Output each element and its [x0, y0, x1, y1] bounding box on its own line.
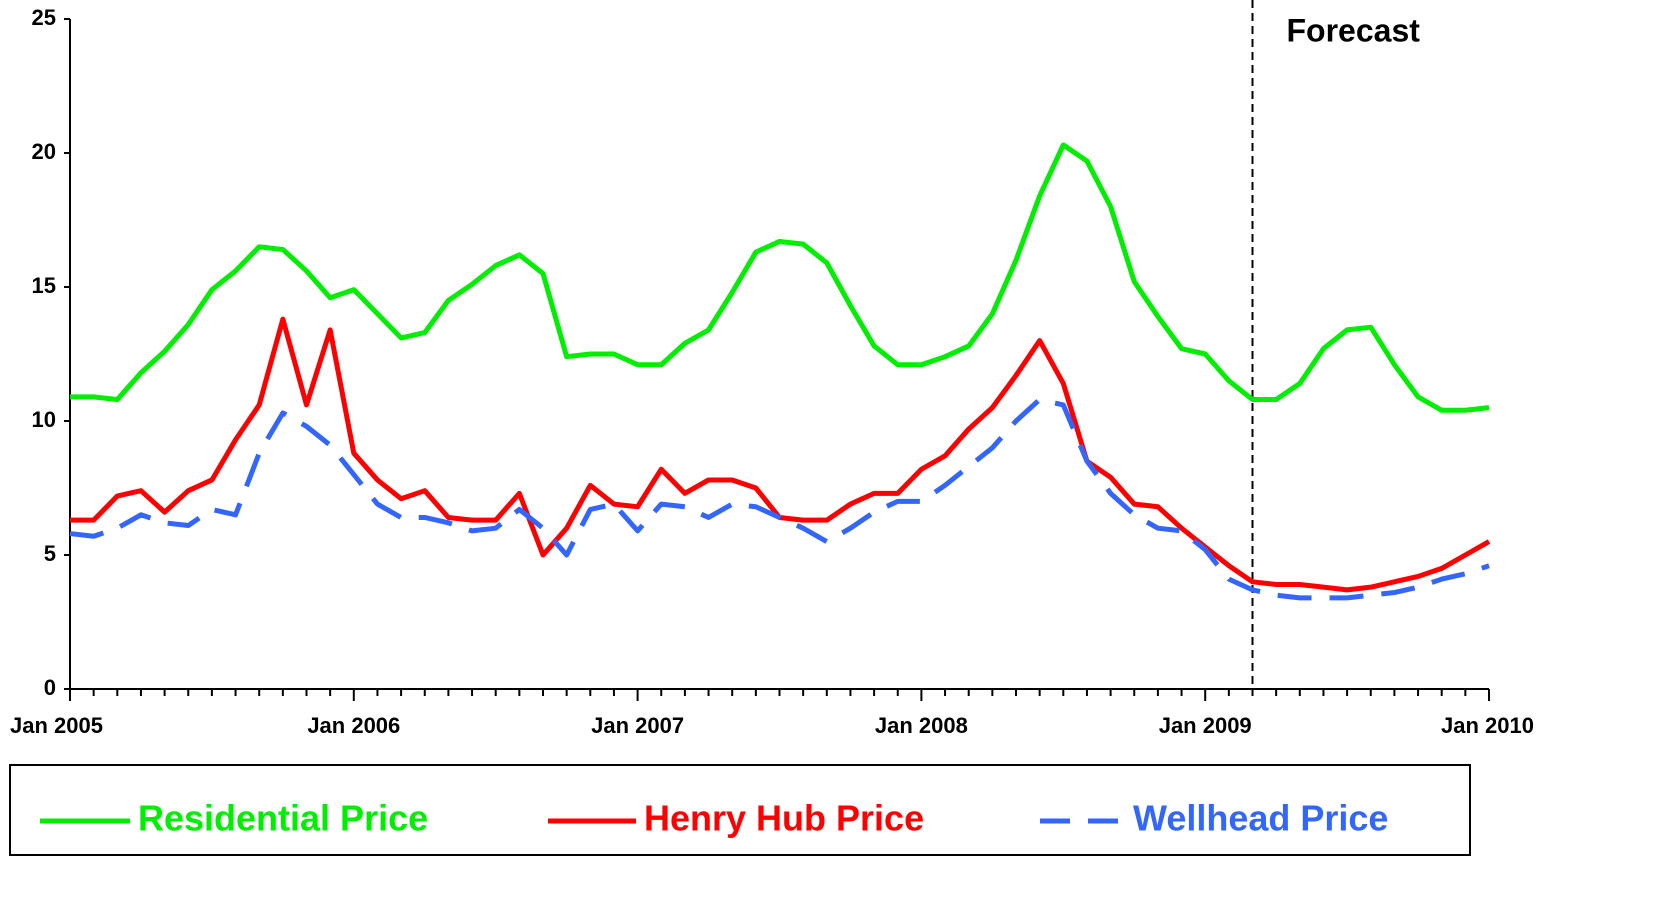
y-tick-label: 5	[44, 541, 56, 566]
legend-label: Residential Price	[138, 798, 428, 839]
x-tick-label: Jan 2007	[591, 713, 684, 738]
y-tick-label: 15	[32, 273, 56, 298]
y-tick-label: 25	[32, 5, 56, 30]
legend-box	[9, 764, 1471, 856]
series-line	[70, 316, 1491, 593]
legend-label: Henry Hub Price	[644, 798, 924, 839]
legend-label: Wellhead Price	[1133, 798, 1388, 839]
annotation: Forecast	[1287, 12, 1421, 48]
x-tick-label: Jan 2010	[1441, 713, 1534, 738]
series-line	[69, 397, 1490, 601]
x-tick-label: Jan 2008	[875, 713, 968, 738]
x-tick-label: Jan 2006	[307, 713, 400, 738]
y-tick-label: 0	[44, 675, 56, 700]
y-tick-label: 10	[32, 407, 56, 432]
y-tick-label: 20	[32, 139, 56, 164]
x-tick-label: Jan 2005	[10, 713, 103, 738]
series-line	[70, 142, 1490, 413]
x-tick-label: Jan 2009	[1159, 713, 1252, 738]
